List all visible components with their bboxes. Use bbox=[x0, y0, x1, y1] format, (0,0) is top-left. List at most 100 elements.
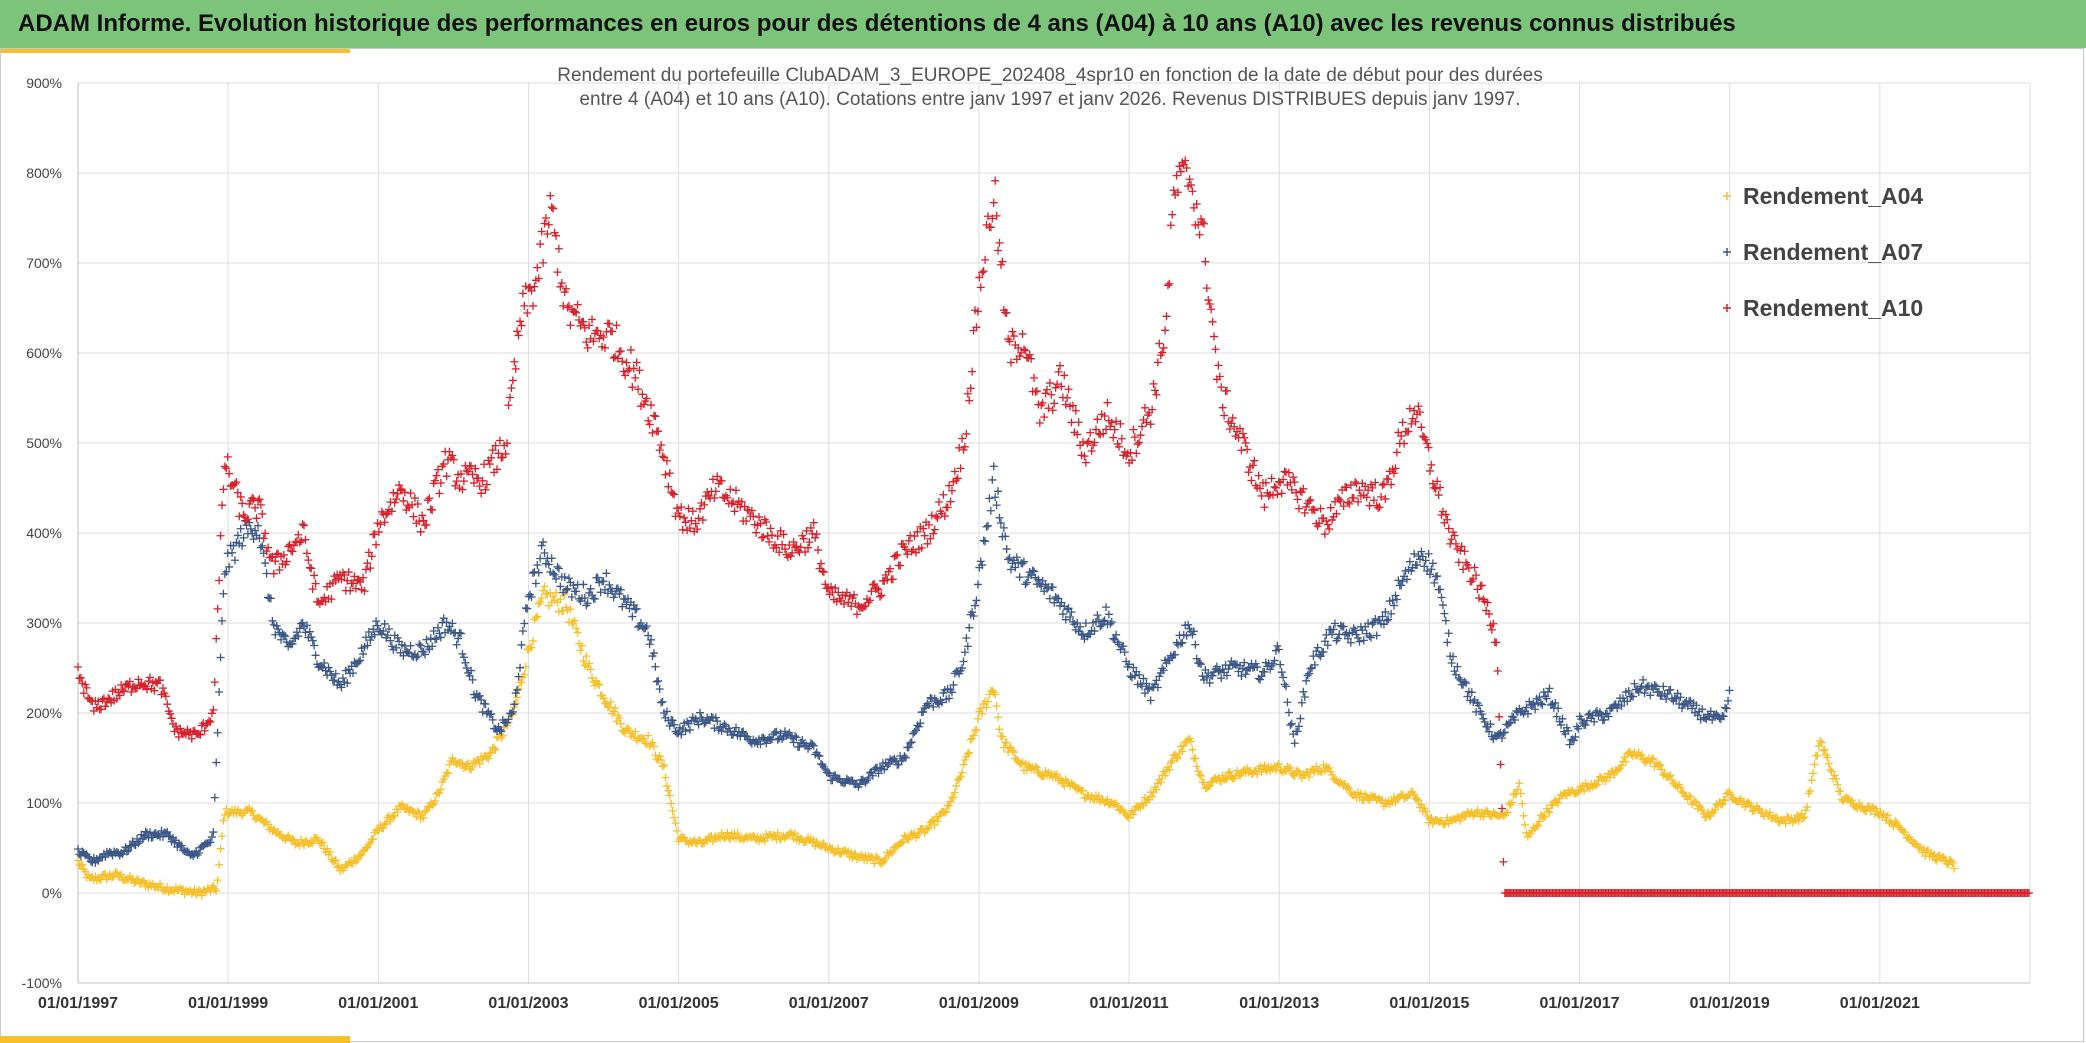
data-point bbox=[528, 636, 537, 645]
data-point bbox=[206, 717, 215, 726]
data-point bbox=[1451, 539, 1460, 548]
data-point bbox=[1230, 422, 1239, 431]
data-point bbox=[1807, 776, 1816, 785]
data-point bbox=[1182, 631, 1191, 640]
data-point bbox=[536, 554, 545, 563]
data-point bbox=[605, 703, 614, 712]
data-point bbox=[272, 550, 281, 559]
data-point bbox=[739, 727, 748, 736]
data-point bbox=[527, 593, 536, 601]
data-point bbox=[1086, 630, 1095, 639]
data-point bbox=[435, 489, 444, 498]
data-point bbox=[901, 545, 910, 554]
data-point bbox=[772, 727, 781, 736]
data-point bbox=[1055, 361, 1064, 370]
data-point bbox=[580, 323, 589, 332]
data-point bbox=[364, 628, 373, 637]
data-point bbox=[1374, 503, 1383, 512]
data-point bbox=[1107, 418, 1116, 427]
data-point bbox=[1250, 456, 1259, 465]
data-point bbox=[779, 530, 788, 539]
data-point bbox=[1436, 585, 1445, 594]
data-point bbox=[1054, 367, 1063, 376]
y-tick-label: 100% bbox=[26, 795, 62, 811]
data-point bbox=[988, 214, 997, 223]
data-point bbox=[812, 530, 821, 539]
data-point bbox=[258, 541, 267, 550]
legend-marker bbox=[1723, 248, 1731, 256]
data-point bbox=[510, 357, 519, 366]
data-point bbox=[1133, 440, 1142, 449]
data-point bbox=[1708, 715, 1717, 724]
data-point bbox=[1161, 326, 1170, 335]
data-point bbox=[1113, 801, 1122, 810]
data-point bbox=[537, 227, 546, 236]
data-point bbox=[965, 623, 974, 632]
data-point bbox=[1637, 750, 1646, 759]
data-point bbox=[225, 469, 234, 478]
data-point bbox=[634, 385, 643, 394]
data-point bbox=[1391, 798, 1400, 807]
data-point bbox=[1112, 630, 1121, 639]
data-point bbox=[1552, 712, 1561, 721]
data-point bbox=[588, 315, 597, 324]
data-point bbox=[806, 523, 815, 532]
data-point bbox=[1217, 674, 1226, 683]
data-point bbox=[1434, 491, 1443, 500]
data-point bbox=[1195, 770, 1204, 779]
data-point bbox=[360, 587, 369, 596]
data-point bbox=[262, 547, 271, 556]
data-point bbox=[354, 657, 363, 666]
data-point bbox=[467, 666, 476, 675]
data-point bbox=[258, 509, 267, 518]
data-point bbox=[664, 482, 673, 491]
data-point bbox=[1666, 771, 1675, 780]
data-point bbox=[520, 619, 529, 628]
data-point bbox=[651, 751, 660, 760]
data-point bbox=[590, 594, 599, 603]
data-point bbox=[772, 543, 781, 552]
data-point bbox=[1817, 738, 1826, 747]
data-point bbox=[818, 567, 827, 576]
data-point bbox=[1007, 358, 1016, 367]
data-point bbox=[1099, 617, 1108, 626]
data-point bbox=[1449, 528, 1458, 537]
data-point bbox=[1300, 693, 1309, 702]
data-point bbox=[1686, 792, 1695, 801]
data-point bbox=[947, 688, 956, 697]
data-point bbox=[1117, 434, 1126, 443]
data-point bbox=[950, 788, 959, 797]
data-point bbox=[989, 462, 998, 471]
data-point bbox=[904, 835, 913, 844]
data-point bbox=[975, 273, 984, 282]
data-point bbox=[1364, 486, 1373, 495]
y-tick-label: 900% bbox=[26, 75, 62, 91]
data-point bbox=[1084, 437, 1093, 446]
data-point bbox=[1500, 728, 1509, 737]
data-point bbox=[1019, 557, 1028, 566]
data-point bbox=[1617, 761, 1626, 770]
data-point bbox=[1390, 601, 1399, 610]
data-point bbox=[615, 589, 624, 598]
data-point bbox=[641, 624, 650, 633]
data-point bbox=[839, 779, 848, 788]
data-point bbox=[1365, 501, 1374, 510]
data-point bbox=[1335, 495, 1344, 504]
data-point bbox=[572, 308, 581, 317]
data-point bbox=[1146, 696, 1155, 705]
data-point bbox=[556, 595, 565, 604]
data-point bbox=[492, 465, 501, 474]
data-point bbox=[510, 700, 519, 709]
data-point bbox=[435, 629, 444, 638]
data-point bbox=[955, 774, 964, 783]
data-point bbox=[1932, 856, 1941, 865]
data-point bbox=[1601, 777, 1610, 786]
data-point bbox=[406, 641, 415, 650]
data-point bbox=[1487, 625, 1496, 634]
data-point bbox=[209, 828, 218, 837]
data-point bbox=[1267, 661, 1276, 670]
data-point bbox=[641, 739, 650, 748]
data-point bbox=[533, 612, 542, 621]
data-point bbox=[504, 401, 513, 410]
data-point bbox=[1119, 642, 1128, 651]
